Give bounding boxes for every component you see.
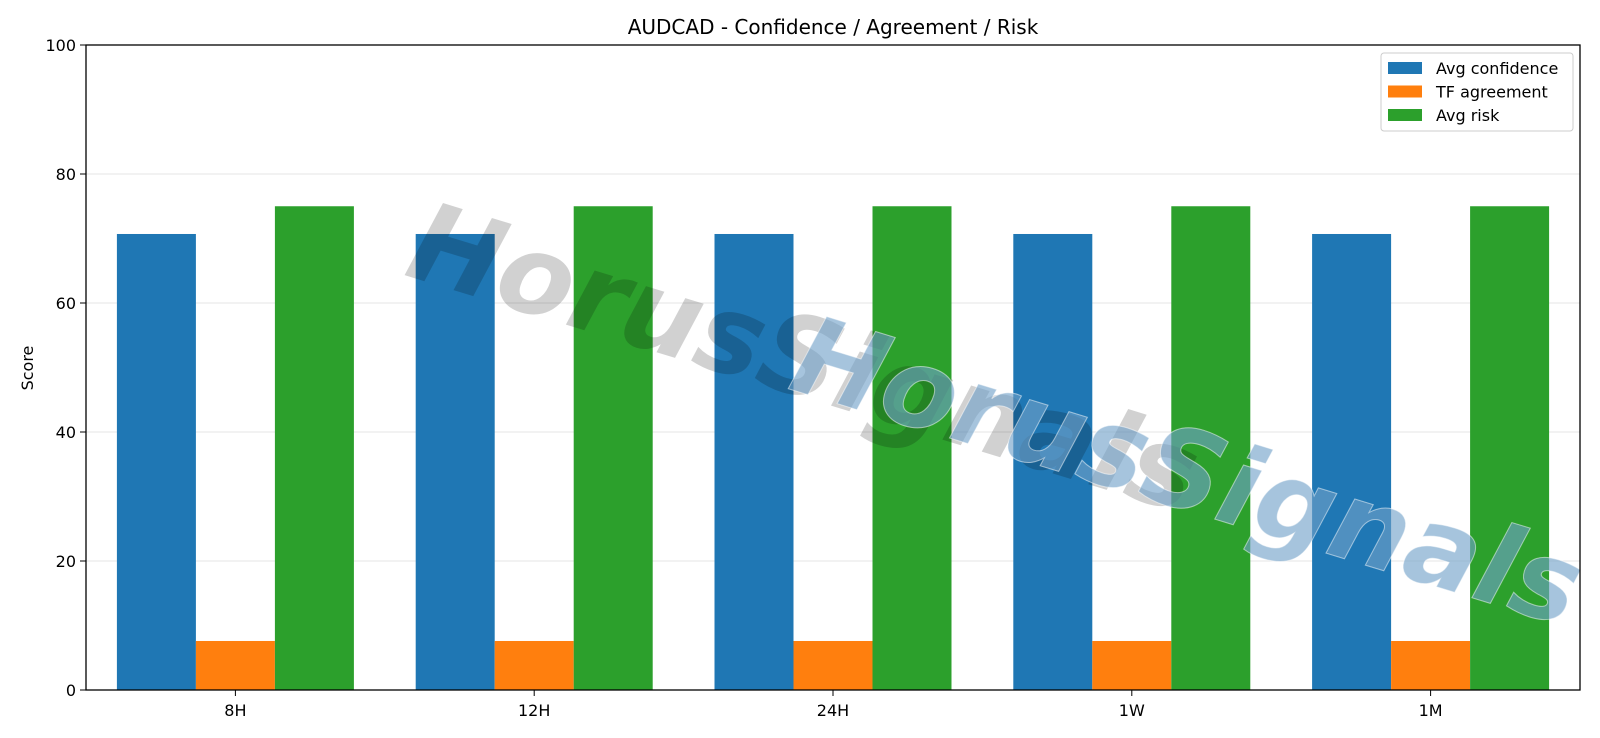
- chart-title: AUDCAD - Confidence / Agreement / Risk: [628, 15, 1039, 39]
- y-tick-label: 100: [45, 36, 76, 55]
- bar-avg-risk-12h: [573, 206, 653, 690]
- legend-label: Avg confidence: [1436, 59, 1558, 78]
- legend-label: Avg risk: [1436, 106, 1500, 125]
- y-axis-label: Score: [18, 346, 37, 391]
- bar-avg-confidence-24h: [714, 233, 794, 691]
- x-tick-label: 12H: [518, 701, 550, 720]
- bar-tf-agreement-24h: [793, 640, 873, 690]
- y-tick-label: 80: [56, 165, 76, 184]
- bar-tf-agreement-1w: [1092, 640, 1172, 690]
- x-tick-label: 8H: [224, 701, 246, 720]
- bar-tf-agreement-1m: [1391, 640, 1471, 690]
- x-axis: 8H 12H 24H 1W 1M: [224, 690, 1443, 720]
- x-tick-label: 1M: [1419, 701, 1443, 720]
- y-tick-label: 20: [56, 552, 76, 571]
- bar-avg-confidence-1m: [1312, 233, 1392, 691]
- y-tick-label: 40: [56, 423, 76, 442]
- legend-swatch: [1388, 62, 1422, 74]
- legend-swatch: [1388, 109, 1422, 121]
- bar-avg-risk-24h: [872, 206, 952, 690]
- y-tick-label: 0: [66, 681, 76, 700]
- bar-avg-risk-8h: [274, 206, 354, 690]
- y-tick-label: 60: [56, 294, 76, 313]
- bar-avg-risk-1m: [1470, 206, 1550, 690]
- bar-avg-confidence-1w: [1013, 233, 1093, 691]
- bar-avg-confidence-12h: [415, 233, 495, 691]
- y-axis: 0 20 40 60 80 100: [45, 36, 86, 700]
- bar-tf-agreement-12h: [494, 640, 574, 690]
- legend-box: [1380, 52, 1574, 132]
- legend: Avg confidence TF agreement Avg risk: [1380, 52, 1574, 132]
- bars: [116, 206, 1550, 691]
- legend-label: TF agreement: [1435, 83, 1548, 102]
- x-tick-label: 24H: [817, 701, 849, 720]
- bar-tf-agreement-8h: [195, 640, 275, 690]
- bar-avg-confidence-8h: [116, 233, 196, 691]
- legend-swatch: [1388, 85, 1422, 98]
- bar-avg-risk-1w: [1171, 206, 1251, 690]
- x-tick-label: 1W: [1119, 701, 1145, 720]
